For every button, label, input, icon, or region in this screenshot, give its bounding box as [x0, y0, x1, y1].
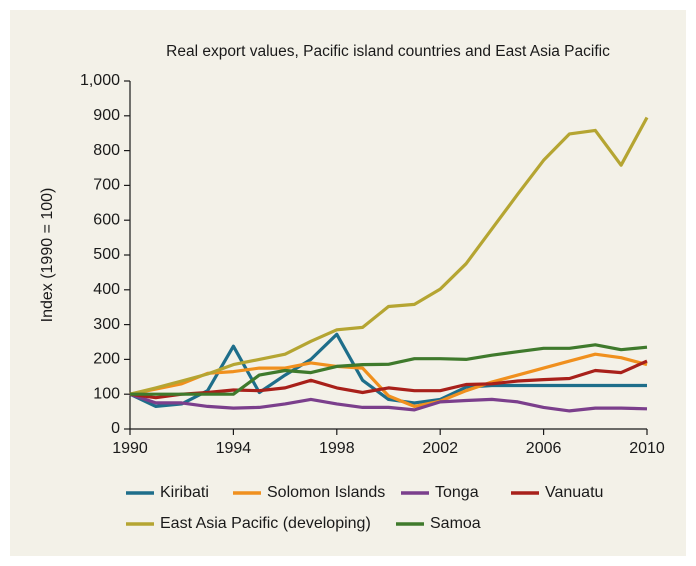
x-tick-label: 2002 — [422, 440, 458, 457]
legend-label: East Asia Pacific (developing) — [160, 515, 371, 532]
chart-title: Real export values, Pacific island count… — [166, 43, 610, 60]
series-line — [129, 359, 648, 400]
x-tick-label: 1998 — [319, 440, 355, 457]
series-line — [129, 392, 648, 413]
y-tick-label: 600 — [93, 211, 120, 228]
y-tick-label: 500 — [93, 246, 120, 263]
legend-label: Tonga — [435, 484, 479, 501]
legend-label: Samoa — [430, 515, 481, 532]
legend-label: Vanuatu — [545, 484, 603, 501]
series-line — [129, 332, 647, 408]
y-tick-label: 900 — [93, 107, 120, 124]
y-tick-label: 0 — [111, 420, 120, 437]
x-tick-label: 2010 — [629, 440, 665, 457]
y-axis-label: Index (1990 = 100) — [39, 188, 56, 323]
y-tick-label: 400 — [93, 281, 120, 298]
y-tick-label: 200 — [93, 351, 120, 368]
y-tick-label: 800 — [93, 142, 120, 159]
series-line — [129, 116, 649, 396]
x-tick-label: 2006 — [526, 440, 562, 457]
x-tick-label: 1990 — [112, 440, 148, 457]
series-line — [130, 343, 648, 396]
panel-background — [10, 10, 686, 556]
legend-label: Solomon Islands — [267, 484, 385, 501]
series-line — [129, 352, 648, 408]
x-tick-label: 1994 — [216, 440, 252, 457]
y-tick-label: 300 — [93, 316, 120, 333]
y-tick-label: 700 — [93, 177, 120, 194]
legend-label: Kiribati — [160, 484, 209, 501]
y-tick-label: 100 — [93, 385, 120, 402]
y-tick-label: 1,000 — [80, 72, 120, 89]
